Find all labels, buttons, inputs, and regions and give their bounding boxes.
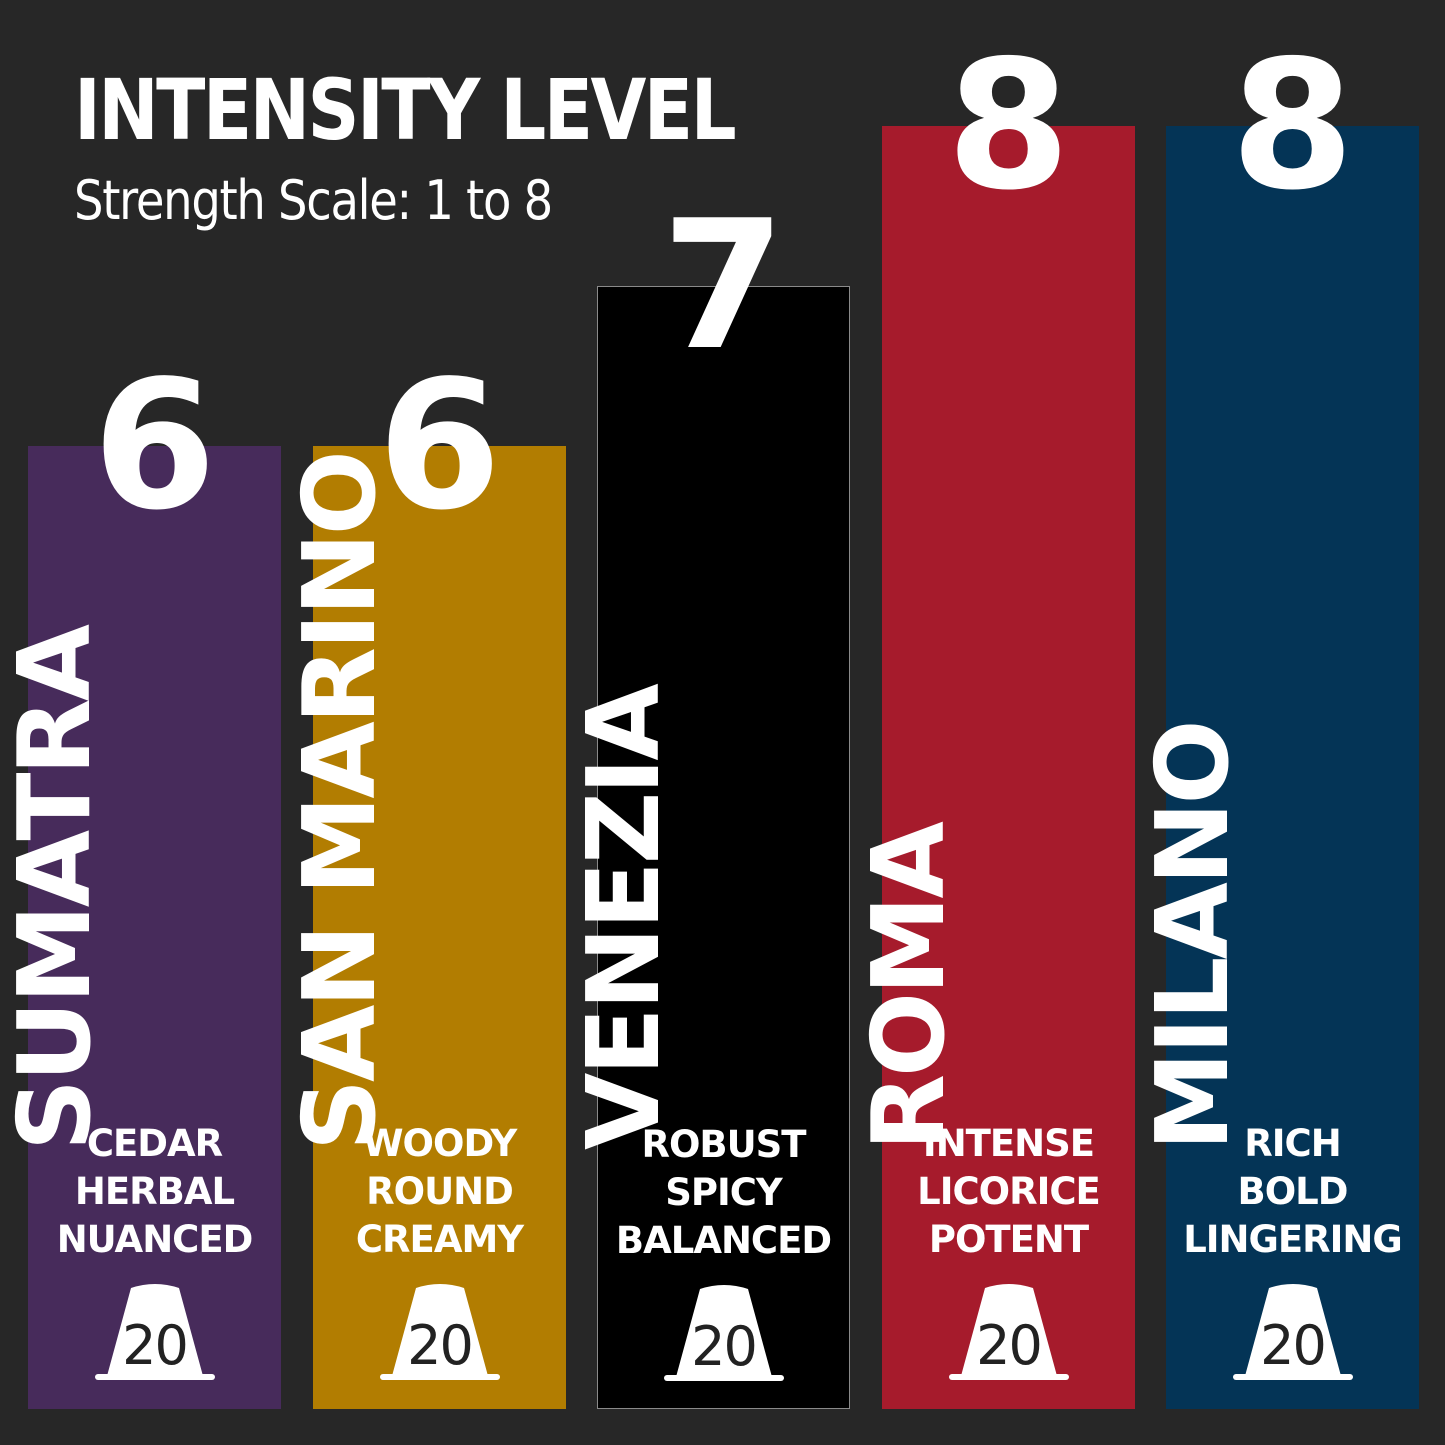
- bar-value-venezia: 7: [661, 182, 786, 389]
- capsule-icon: 20: [1231, 1282, 1355, 1382]
- tasting-note: BALANCED: [615, 1219, 832, 1262]
- tasting-note: CEDAR: [86, 1122, 223, 1165]
- tasting-note: LICORICE: [917, 1170, 1101, 1213]
- tasting-note: ROBUST: [641, 1123, 806, 1166]
- bar-value-san-marino: 6: [377, 342, 502, 549]
- capsule-count: 20: [1260, 1314, 1327, 1377]
- bar-value-roma: 8: [946, 22, 1071, 229]
- capsule-count: 20: [407, 1314, 474, 1377]
- bar-roma: ROMA INTENSE LICORICE POTENT 20: [850, 126, 1135, 1409]
- bar-venezia: VENEZIA ROBUST SPICY BALANCED 20: [565, 286, 850, 1409]
- tasting-note: BOLD: [1237, 1170, 1349, 1213]
- capsule-count: 20: [691, 1315, 758, 1378]
- bar-sumatra: SUMATRA CEDAR HERBAL NUANCED 20: [0, 446, 281, 1409]
- bar-value-milano: 8: [1230, 22, 1355, 229]
- capsule-count: 20: [976, 1314, 1043, 1377]
- bar-label-roma: ROMA: [849, 824, 967, 1151]
- tasting-note: POTENT: [928, 1218, 1089, 1261]
- bar-label-milano: MILANO: [1133, 722, 1251, 1151]
- tasting-note: LINGERING: [1183, 1218, 1403, 1261]
- tasting-notes-roma: INTENSE LICORICE POTENT: [882, 1120, 1135, 1264]
- bar-value-sumatra: 6: [92, 342, 217, 549]
- capsule-icon: 20: [947, 1282, 1071, 1382]
- bar-san-marino: SAN MARINO WOODY ROUND CREAMY 20: [281, 446, 566, 1409]
- tasting-note: CREAMY: [355, 1218, 524, 1261]
- bar-milano: MILANO RICH BOLD LINGERING 20: [1134, 126, 1419, 1409]
- tasting-notes-san-marino: WOODY ROUND CREAMY: [313, 1120, 566, 1264]
- tasting-note: NUANCED: [56, 1218, 254, 1261]
- tasting-note: HERBAL: [74, 1170, 235, 1213]
- chart-title: INTENSITY LEVEL: [74, 61, 737, 159]
- tasting-notes-sumatra: CEDAR HERBAL NUANCED: [28, 1120, 281, 1264]
- capsule-icon: 20: [378, 1282, 502, 1382]
- capsule-count: 20: [122, 1314, 189, 1377]
- chart-subtitle: Strength Scale: 1 to 8: [74, 169, 553, 232]
- capsule-icon: 20: [662, 1283, 786, 1383]
- bar-label-san-marino: SAN MARINO: [280, 453, 398, 1151]
- tasting-note: WOODY: [362, 1122, 518, 1165]
- tasting-notes-venezia: ROBUST SPICY BALANCED: [598, 1121, 849, 1265]
- bar-label-venezia: VENEZIA: [564, 686, 682, 1150]
- tasting-notes-milano: RICH BOLD LINGERING: [1166, 1120, 1419, 1264]
- tasting-note: RICH: [1244, 1122, 1341, 1165]
- capsule-icon: 20: [93, 1282, 217, 1382]
- bar-label-sumatra: SUMATRA: [0, 627, 113, 1151]
- tasting-note: INTENSE: [922, 1122, 1095, 1165]
- tasting-note: ROUND: [366, 1170, 514, 1213]
- tasting-note: SPICY: [665, 1171, 782, 1214]
